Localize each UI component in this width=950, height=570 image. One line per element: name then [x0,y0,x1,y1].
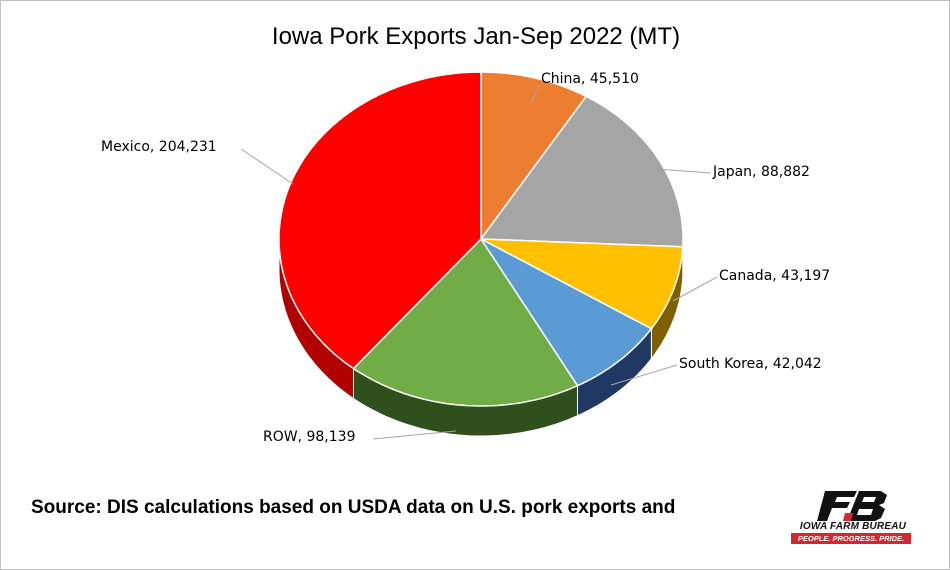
leader-lines [240,85,718,440]
pie-sides [278,239,684,437]
leader-line-south-korea [610,364,678,386]
leader-line-row [372,430,457,440]
data-label-mexico: Mexico, 204,231 [101,139,217,155]
slice-china [480,71,588,242]
leader-line-mexico [240,148,294,185]
slice-canada [480,238,684,330]
pie-slices [278,71,684,407]
leader-line-canada [672,276,718,302]
data-labels: China, 45,510 Japan, 88,882 Canada, 43,197… [101,71,830,445]
data-label-japan: Japan, 88,882 [712,164,810,180]
chart-title: Iowa Pork Exports Jan-Sep 2022 (MT) [271,23,681,50]
slice-japan [479,95,684,248]
data-label-row: ROW, 98,139 [263,429,355,445]
logo-name: IOWA FARM BUREAU [799,521,907,532]
data-label-china: China, 45,510 [541,71,639,87]
leader-line-china [530,85,540,104]
leader-line-japan [655,168,712,174]
source-note: Source: DIS calculations based on USDA d… [31,497,676,518]
iowa-farm-bureau-logo: IOWA FARM BUREAU PEOPLE. PROGRESS. PRIDE… [789,491,917,544]
fb-logo-icon [817,491,887,521]
data-label-canada: Canada, 43,197 [719,268,830,284]
slice-row [352,237,579,407]
logo-tagline: PEOPLE. PROGRESS. PRIDE. [791,533,911,544]
data-label-south-korea: South Korea, 42,042 [679,356,822,372]
slice-south-korea [480,238,653,387]
